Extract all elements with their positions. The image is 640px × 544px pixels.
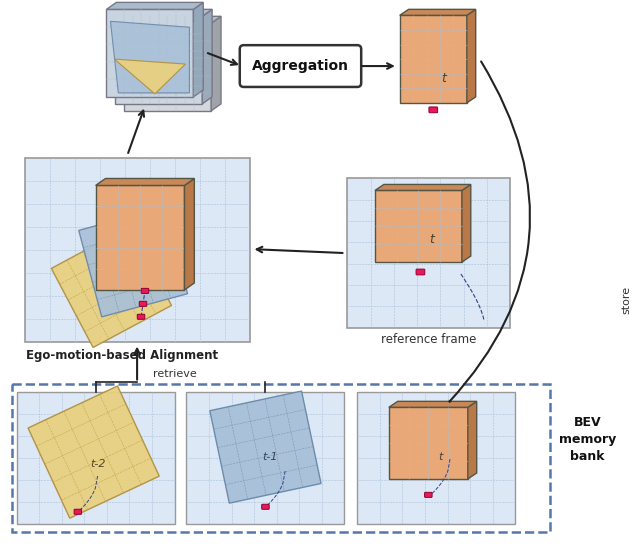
Polygon shape [389, 401, 477, 407]
Polygon shape [28, 386, 159, 518]
Text: reference frame: reference frame [381, 333, 477, 346]
Polygon shape [193, 2, 204, 97]
Bar [12, 385, 550, 531]
Polygon shape [375, 190, 462, 262]
Polygon shape [375, 184, 471, 190]
Text: BEV
memory
bank: BEV memory bank [559, 416, 616, 462]
FancyBboxPatch shape [138, 314, 145, 319]
Polygon shape [106, 2, 204, 9]
Bar [17, 392, 175, 524]
Polygon shape [211, 16, 221, 111]
FancyBboxPatch shape [416, 269, 425, 275]
FancyBboxPatch shape [424, 492, 432, 497]
Text: t: t [441, 72, 446, 85]
Text: t: t [429, 233, 434, 246]
FancyBboxPatch shape [262, 504, 269, 509]
Bar [24, 158, 250, 342]
Text: t-2: t-2 [90, 459, 106, 469]
FancyBboxPatch shape [74, 509, 82, 514]
Polygon shape [389, 407, 468, 479]
Polygon shape [400, 15, 467, 103]
Polygon shape [95, 178, 195, 186]
Bar [186, 392, 344, 524]
Polygon shape [79, 207, 188, 317]
Polygon shape [124, 23, 211, 111]
Polygon shape [115, 59, 186, 94]
Bar [348, 178, 510, 327]
FancyBboxPatch shape [240, 45, 361, 87]
Polygon shape [124, 16, 221, 23]
Polygon shape [106, 9, 193, 97]
Polygon shape [184, 178, 195, 290]
Text: t: t [438, 453, 442, 462]
Polygon shape [111, 21, 189, 93]
Text: Ego-motion-based Alignment: Ego-motion-based Alignment [26, 349, 218, 362]
Text: Aggregation: Aggregation [252, 59, 349, 73]
Text: t-1: t-1 [262, 452, 278, 462]
FancyBboxPatch shape [141, 288, 148, 293]
Polygon shape [202, 9, 212, 104]
Polygon shape [115, 16, 202, 104]
Text: retrieve: retrieve [153, 369, 196, 380]
Polygon shape [462, 184, 471, 262]
Polygon shape [210, 391, 321, 503]
Polygon shape [51, 226, 172, 348]
Polygon shape [95, 186, 184, 290]
FancyBboxPatch shape [429, 107, 438, 113]
Polygon shape [115, 9, 212, 16]
Polygon shape [468, 401, 477, 479]
Polygon shape [400, 9, 476, 15]
FancyArrowPatch shape [449, 61, 530, 401]
FancyBboxPatch shape [140, 301, 147, 306]
Bar [357, 392, 515, 524]
Polygon shape [467, 9, 476, 103]
Text: store: store [622, 286, 632, 314]
